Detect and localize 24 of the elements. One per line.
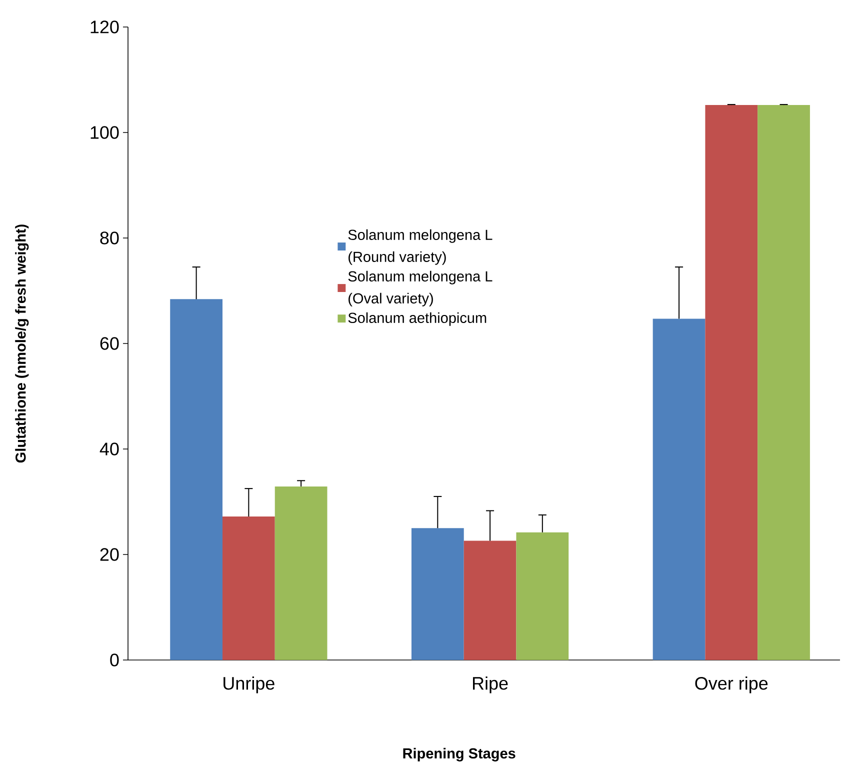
bar xyxy=(411,528,464,660)
y-axis-title: Glutathione (nmole/g fresh weight) xyxy=(15,224,29,463)
legend-label: Solanum melongena L (Round variety) xyxy=(348,229,492,265)
x-tick-label: Ripe xyxy=(473,676,508,694)
y-tick-label: 100 xyxy=(90,126,119,139)
x-axis-title: Ripening Stages xyxy=(403,748,516,762)
y-tick-label: 80 xyxy=(100,232,119,244)
bar xyxy=(170,299,222,660)
legend-label: Solanum aethiopicum xyxy=(348,312,486,326)
y-tick-label: 20 xyxy=(100,548,119,561)
x-tick-label: Unripe xyxy=(224,676,274,694)
y-tick-label: 120 xyxy=(90,20,119,34)
x-tick-label: Over ripe xyxy=(695,676,768,694)
legend-label: Solanum melongena L (Oval variety) xyxy=(348,270,492,306)
bar xyxy=(464,540,516,660)
bar xyxy=(652,318,706,660)
y-tick-label: 0 xyxy=(110,654,119,666)
y-tick-label: 40 xyxy=(100,442,119,456)
bar xyxy=(705,105,758,660)
bar xyxy=(274,486,328,660)
bar xyxy=(516,532,569,660)
bar xyxy=(222,516,275,660)
bar xyxy=(758,105,810,660)
y-tick-label: 60 xyxy=(100,337,119,350)
